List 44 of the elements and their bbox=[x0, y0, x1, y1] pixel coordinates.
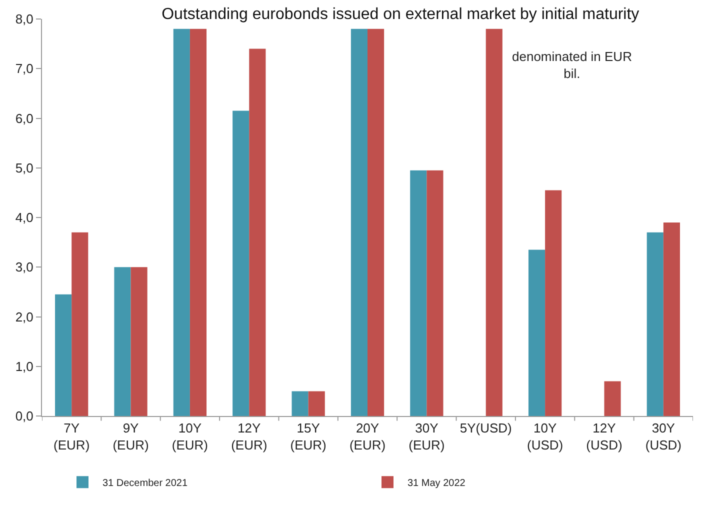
x-tick-label: 12Y (USD) bbox=[586, 420, 622, 452]
bar bbox=[72, 232, 88, 416]
x-tick-label: 10Y (EUR) bbox=[172, 420, 208, 452]
annotation: denominated in EUR bil. bbox=[512, 49, 632, 81]
x-tick-label: 12Y (EUR) bbox=[231, 420, 268, 452]
bar bbox=[486, 28, 502, 416]
x-tick-label: 15Y (EUR) bbox=[290, 420, 326, 452]
bar bbox=[545, 190, 562, 416]
bar bbox=[130, 267, 148, 416]
bar bbox=[292, 391, 308, 416]
bar bbox=[604, 381, 621, 416]
x-tick-label: 30Y (USD) bbox=[645, 420, 682, 452]
bar bbox=[114, 267, 131, 416]
y-tick-label: 1,0 bbox=[15, 358, 34, 374]
y-tick-label: 4,0 bbox=[15, 210, 34, 226]
y-tick-label: 0,0 bbox=[15, 408, 34, 424]
x-tick-label: 30Y (EUR) bbox=[408, 420, 445, 452]
y-tick-label: 5,0 bbox=[15, 160, 34, 176]
x-tick-label: 7Y (EUR) bbox=[54, 420, 90, 452]
bar bbox=[368, 28, 384, 416]
bar bbox=[232, 110, 250, 416]
bar bbox=[426, 170, 444, 416]
x-tick-label: 9Y (EUR) bbox=[112, 420, 149, 452]
y-tick-label: 2,0 bbox=[15, 309, 34, 324]
x-tick-label: 20Y (EUR) bbox=[349, 420, 386, 452]
bar bbox=[190, 28, 207, 416]
bar bbox=[663, 222, 680, 416]
bar bbox=[410, 170, 427, 416]
y-tick-label: 6,0 bbox=[15, 110, 34, 126]
y-tick-label: 7,0 bbox=[15, 61, 34, 76]
x-tick-label: 10Y (USD) bbox=[526, 420, 564, 452]
legend-label: 31 December 2021 bbox=[102, 478, 188, 490]
y-tick-label: 3,0 bbox=[15, 260, 34, 275]
legend-label: 31 May 2022 bbox=[408, 478, 466, 490]
bar bbox=[350, 28, 368, 416]
bar bbox=[55, 294, 72, 416]
chart-title: Outstanding eurobonds issued on external market by initial maturity bbox=[162, 6, 640, 23]
bar bbox=[646, 232, 664, 416]
x-tick-label: 5Y(USD) bbox=[460, 420, 512, 436]
bar bbox=[173, 28, 190, 416]
bar bbox=[249, 48, 266, 416]
bar bbox=[308, 391, 325, 416]
bar bbox=[528, 250, 546, 416]
y-tick-label: 8,0 bbox=[15, 12, 34, 27]
